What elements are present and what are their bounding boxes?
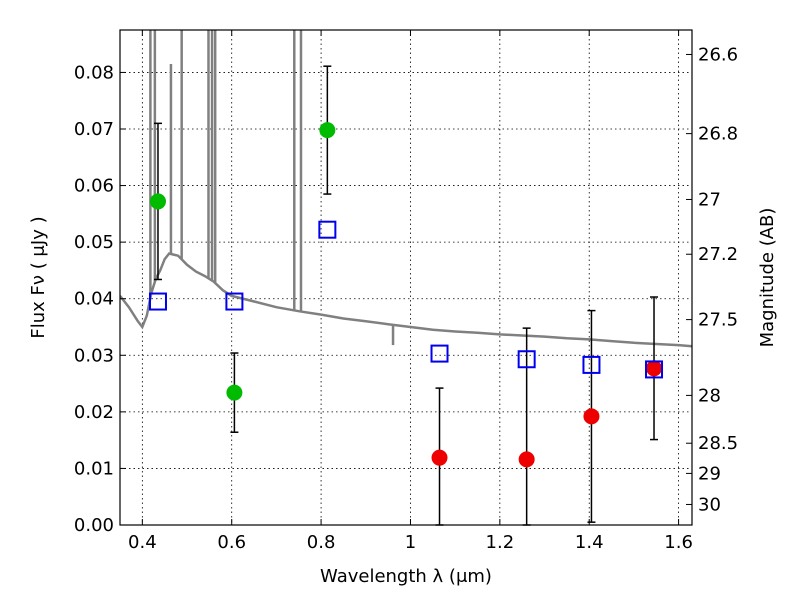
observed-flux-point [431, 449, 448, 466]
x-axis-title: Wavelength λ (μm) [320, 566, 492, 587]
x-tick-labels: 0.4 0.6 0.8 1 1.2 1.4 1.6 [128, 532, 693, 553]
tick-marks [120, 30, 692, 526]
observed-flux-point [319, 122, 336, 139]
observed-flux-point [583, 408, 600, 425]
right-tick-label: 28.5 [698, 433, 738, 454]
model-flux-square [430, 344, 449, 363]
plot-frame [119, 29, 693, 526]
y-tick-label: 0.04 [74, 289, 114, 310]
x-tick-label: 1 [405, 532, 416, 553]
right-tick-label: 30 [698, 494, 721, 515]
model-flux-square [225, 292, 244, 311]
spectrum-continuum [120, 252, 692, 348]
x-tick-label: 1.4 [575, 532, 604, 553]
right-axis-title: Magnitude (AB) [757, 208, 778, 348]
right-tick-label: 26.8 [698, 124, 738, 145]
right-tick-label: 28 [698, 385, 721, 406]
observed-flux-point [646, 360, 663, 377]
right-tick-label: 27 [698, 189, 721, 210]
model-flux-square [318, 220, 337, 239]
y-tick-label: 0.03 [74, 345, 114, 366]
y-axis-title: Flux Fν ( μJy ) [28, 216, 49, 338]
right-tick-label: 26.6 [698, 44, 738, 65]
y-tick-label: 0.05 [74, 232, 114, 253]
y-tick-label: 0.06 [74, 176, 114, 197]
model-spectrum [120, 30, 692, 348]
y-tick-label: 0.01 [74, 458, 114, 479]
y-tick-label: 0.02 [74, 402, 114, 423]
x-tick-label: 1.2 [486, 532, 515, 553]
x-tick-label: 0.6 [217, 532, 246, 553]
data-markers [148, 122, 664, 468]
y-tick-label: 0.08 [74, 62, 114, 83]
model-flux-square [148, 292, 167, 311]
x-tick-label: 0.8 [307, 532, 336, 553]
right-tick-label: 27.2 [698, 244, 738, 265]
y-tick-label: 0.00 [74, 515, 114, 536]
observed-flux-point [518, 451, 535, 468]
observed-flux-point [226, 384, 243, 401]
right-tick-label: 27.5 [698, 310, 738, 331]
observed-flux-point [149, 193, 166, 210]
right-tick-label: 29 [698, 463, 721, 484]
right-tick-labels: 26.6 26.8 27 27.2 27.5 28 28.5 29 30 [698, 44, 738, 515]
model-flux-square [645, 360, 664, 379]
model-flux-square [582, 355, 601, 374]
x-tick-label: 1.6 [664, 532, 693, 553]
y-tick-label: 0.07 [74, 119, 114, 140]
x-tick-label: 0.4 [128, 532, 157, 553]
model-flux-square [517, 350, 536, 369]
y-tick-labels: 0.00 0.01 0.02 0.03 0.04 0.05 0.06 0.07 0.08 [74, 62, 114, 536]
